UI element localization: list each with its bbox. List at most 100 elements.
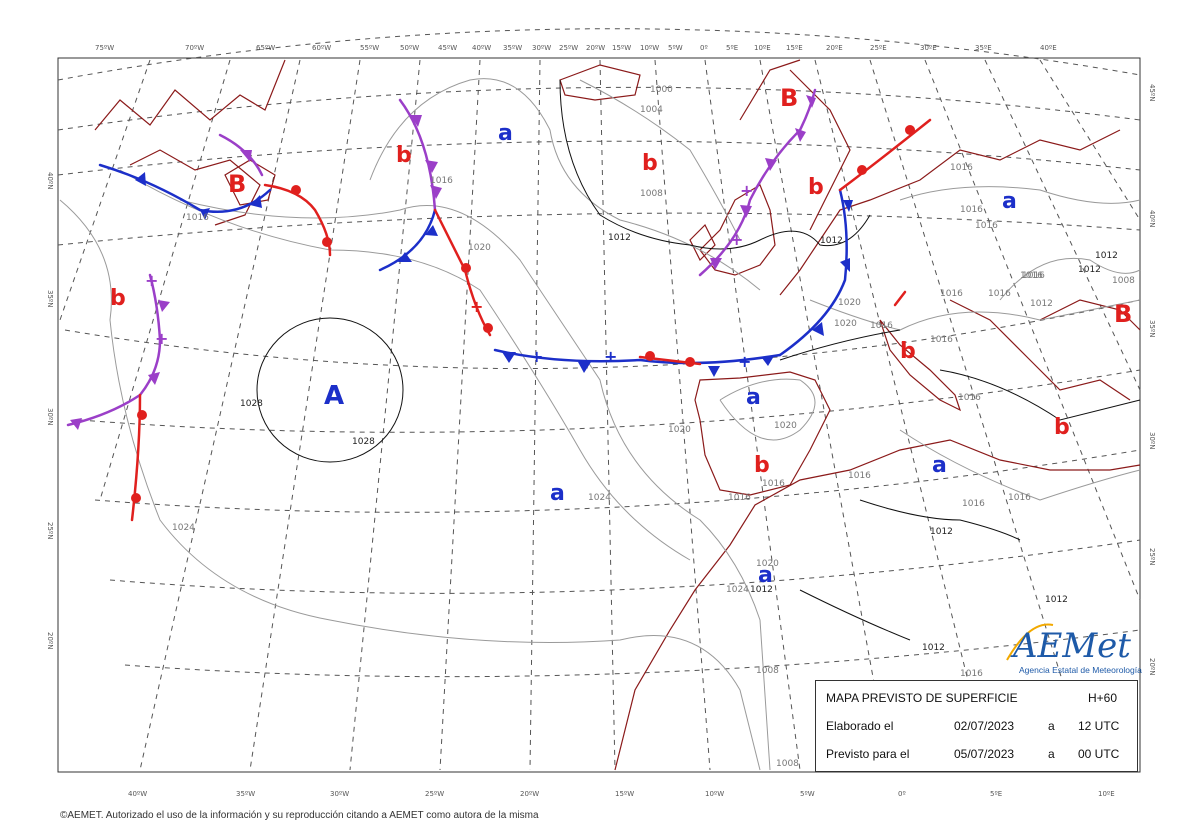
isobar-label: 1016: [1020, 271, 1043, 281]
lon-label: 50ºW: [400, 44, 419, 52]
coast-north-africa: [614, 439, 1141, 771]
high-pressure-center: A: [324, 381, 344, 411]
coast-europe: [779, 129, 1121, 296]
isobar-label: 1024: [588, 493, 611, 503]
valid-time: 00 UTC: [1078, 747, 1120, 761]
isobar-label: 1016: [1008, 493, 1031, 503]
isobar-label: 1012: [820, 236, 843, 246]
isobar-label: 1004: [640, 105, 663, 115]
coastlines: [94, 59, 1141, 771]
lon-label: 20ºE: [826, 44, 843, 52]
relative-markers: a a a a a a a b b b b b b b b: [110, 121, 1070, 588]
lat-label: 20ºN: [46, 632, 54, 649]
info-issued-row: Elaborado el 02/07/2023 a 12 UTC: [826, 719, 1126, 737]
lat-label: 30ºN: [1148, 432, 1156, 449]
cold-triangle: [843, 200, 853, 212]
cold-triangle: [425, 225, 438, 236]
isobar-label: 1016: [940, 289, 963, 299]
lon-label: 20ºW: [520, 790, 539, 798]
lon-label: 35ºW: [236, 790, 255, 798]
valid-label: Previsto para el: [826, 747, 910, 761]
logo-swoosh: [1006, 623, 1054, 661]
isobar-1028-ellipse: [256, 317, 404, 463]
warm-semicircle: [645, 351, 655, 361]
relative-high-marker: a: [758, 563, 773, 588]
isobars-dark: [256, 79, 1141, 641]
lon-label: 25ºW: [425, 790, 444, 798]
isobar-label: 1012: [922, 643, 945, 653]
occluded-mark: [765, 158, 777, 171]
bottom-longitude-labels: 40ºW 35ºW 30ºW 25ºW 20ºW 15ºW 10ºW 5ºW 0…: [128, 790, 1115, 798]
isobar-label: 1016: [848, 471, 871, 481]
isobar-label: 1016: [1022, 271, 1045, 281]
copyright-footer: ©AEMET. Autorizado el uso de la informac…: [60, 810, 539, 821]
front-cross-mark: +: [530, 347, 543, 366]
isobar-label: 1016: [430, 176, 453, 186]
occluded-front-westernmost: [66, 273, 162, 427]
front-cross-mark: +: [740, 181, 753, 200]
occluded-mark: [740, 205, 752, 218]
isobar-label: 1016: [762, 479, 785, 489]
issued-label: Elaborado el: [826, 719, 894, 733]
lat-label: 35ºN: [46, 290, 54, 307]
lat-label: 35ºN: [1148, 320, 1156, 337]
isobar-label: 1016: [962, 499, 985, 509]
occluded-mark: [240, 150, 252, 162]
isobar-label: 1020: [756, 559, 779, 569]
isobar-label: 1016: [988, 289, 1011, 299]
isobar-label: 1012: [750, 585, 773, 595]
cold-triangle: [200, 208, 210, 220]
info-title-row: MAPA PREVISTO DE SUPERFICIE H+60: [826, 691, 1126, 709]
warm-front-westernmost: [130, 393, 142, 522]
warm-semicircle: [857, 165, 867, 175]
lon-label: 35ºW: [503, 44, 522, 52]
lat-label: 40ºN: [46, 172, 54, 189]
isobar-label: 1016: [870, 321, 893, 331]
isobar-label: 1008: [756, 666, 779, 676]
isobar-label: 1016: [930, 335, 953, 345]
stationary-front-azores: [493, 348, 782, 365]
lat-label: 25ºN: [1148, 548, 1156, 565]
occluded-mark: [425, 160, 438, 173]
isobar-label: 1024: [172, 523, 195, 533]
isobar-label: 1008: [640, 189, 663, 199]
low-pressure-center: B: [1114, 300, 1132, 328]
forecast-horizon: H+60: [1088, 691, 1118, 705]
relative-high-marker: a: [1002, 189, 1017, 214]
relative-low-marker: b: [1054, 415, 1070, 440]
lat-label: 45ºN: [1148, 84, 1156, 101]
relative-low-marker: b: [900, 339, 916, 364]
cold-triangle: [135, 172, 146, 186]
left-latitude-labels: 40ºN 35ºN 30ºN 25ºN 20ºN: [46, 172, 54, 649]
lon-label: 65ºW: [256, 44, 275, 52]
relative-low-marker: b: [808, 175, 824, 200]
relative-low-marker: b: [396, 143, 412, 168]
lon-label: 25ºE: [870, 44, 887, 52]
lon-label: 30ºW: [532, 44, 551, 52]
occluded-mark: [410, 115, 422, 127]
warm-semicircle: [461, 263, 471, 273]
lon-label: 35ºE: [975, 44, 992, 52]
lat-label: 40ºN: [1148, 210, 1156, 227]
isobar-label: 1020: [834, 319, 857, 329]
front-cross-mark: +: [145, 271, 158, 290]
isobar-label: 1012: [608, 233, 631, 243]
lon-label: 0º: [700, 44, 708, 52]
warm-semicircle: [905, 125, 915, 135]
cold-front-europe: [778, 188, 848, 357]
front-symbols: + + + + + + + +: [70, 95, 915, 503]
warm-semicircle: [137, 410, 147, 420]
issued-separator: a: [1048, 719, 1055, 733]
lon-label: 5ºE: [726, 44, 738, 52]
isobar-label: 1016: [186, 213, 209, 223]
isobar-label: 1020: [668, 425, 691, 435]
graticule: [57, 28, 1141, 771]
lon-label: 70ºW: [185, 44, 204, 52]
lon-label: 10ºE: [1098, 790, 1115, 798]
lon-label: 5ºE: [990, 790, 1002, 798]
isobar-label: 1020: [468, 243, 491, 253]
coast-italy: [879, 319, 962, 412]
isobar-label: 1016: [950, 163, 973, 173]
relative-high-marker: a: [746, 385, 761, 410]
isobar-labels: 1028 1028 1024 1024 1020 1020 1020 1020 …: [172, 85, 1135, 769]
